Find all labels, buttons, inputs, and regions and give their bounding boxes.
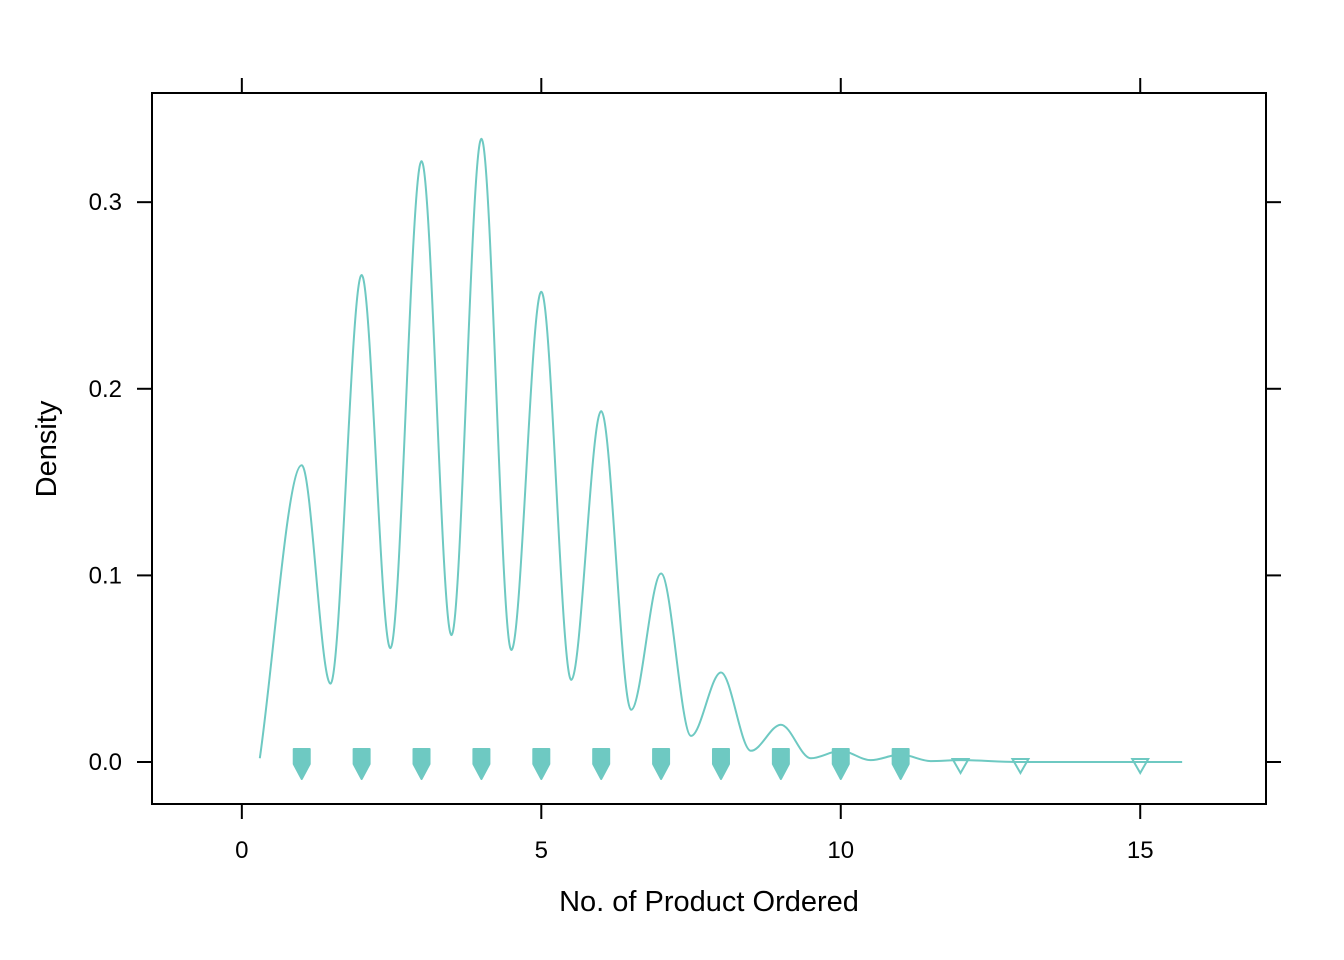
x-axis-title: No. of Product Ordered bbox=[559, 886, 859, 918]
rug-point bbox=[652, 748, 671, 781]
rug-point bbox=[891, 748, 910, 781]
x-tick-label: 0 bbox=[235, 837, 248, 864]
rug-point bbox=[472, 748, 491, 781]
rug-point bbox=[592, 748, 611, 781]
x-tick-label: 10 bbox=[827, 837, 854, 864]
rug-point bbox=[711, 748, 730, 781]
rug-point bbox=[1130, 758, 1150, 776]
rug-point bbox=[352, 748, 371, 781]
y-tick-label: 0.1 bbox=[89, 562, 122, 589]
y-tick-label: 0.0 bbox=[89, 749, 122, 776]
rug-point bbox=[292, 748, 311, 781]
rug-point bbox=[1010, 758, 1031, 776]
x-axis: 0 5 10 15 bbox=[235, 78, 1154, 864]
y-axis-title: Density bbox=[31, 400, 63, 497]
rug-point bbox=[950, 758, 971, 776]
rug-points bbox=[292, 748, 1150, 781]
rug-point bbox=[532, 748, 551, 781]
panel-frame bbox=[151, 92, 1267, 805]
rug-point bbox=[771, 748, 790, 781]
y-tick-label: 0.3 bbox=[89, 189, 122, 216]
y-axis: 0.0 0.1 0.2 0.3 bbox=[89, 189, 1281, 776]
rug-point bbox=[412, 748, 431, 781]
x-tick-label: 15 bbox=[1127, 837, 1154, 864]
y-tick-label: 0.2 bbox=[89, 376, 122, 403]
rug-point bbox=[831, 748, 850, 781]
x-tick-label: 5 bbox=[535, 837, 548, 864]
density-curve bbox=[258, 137, 1183, 764]
